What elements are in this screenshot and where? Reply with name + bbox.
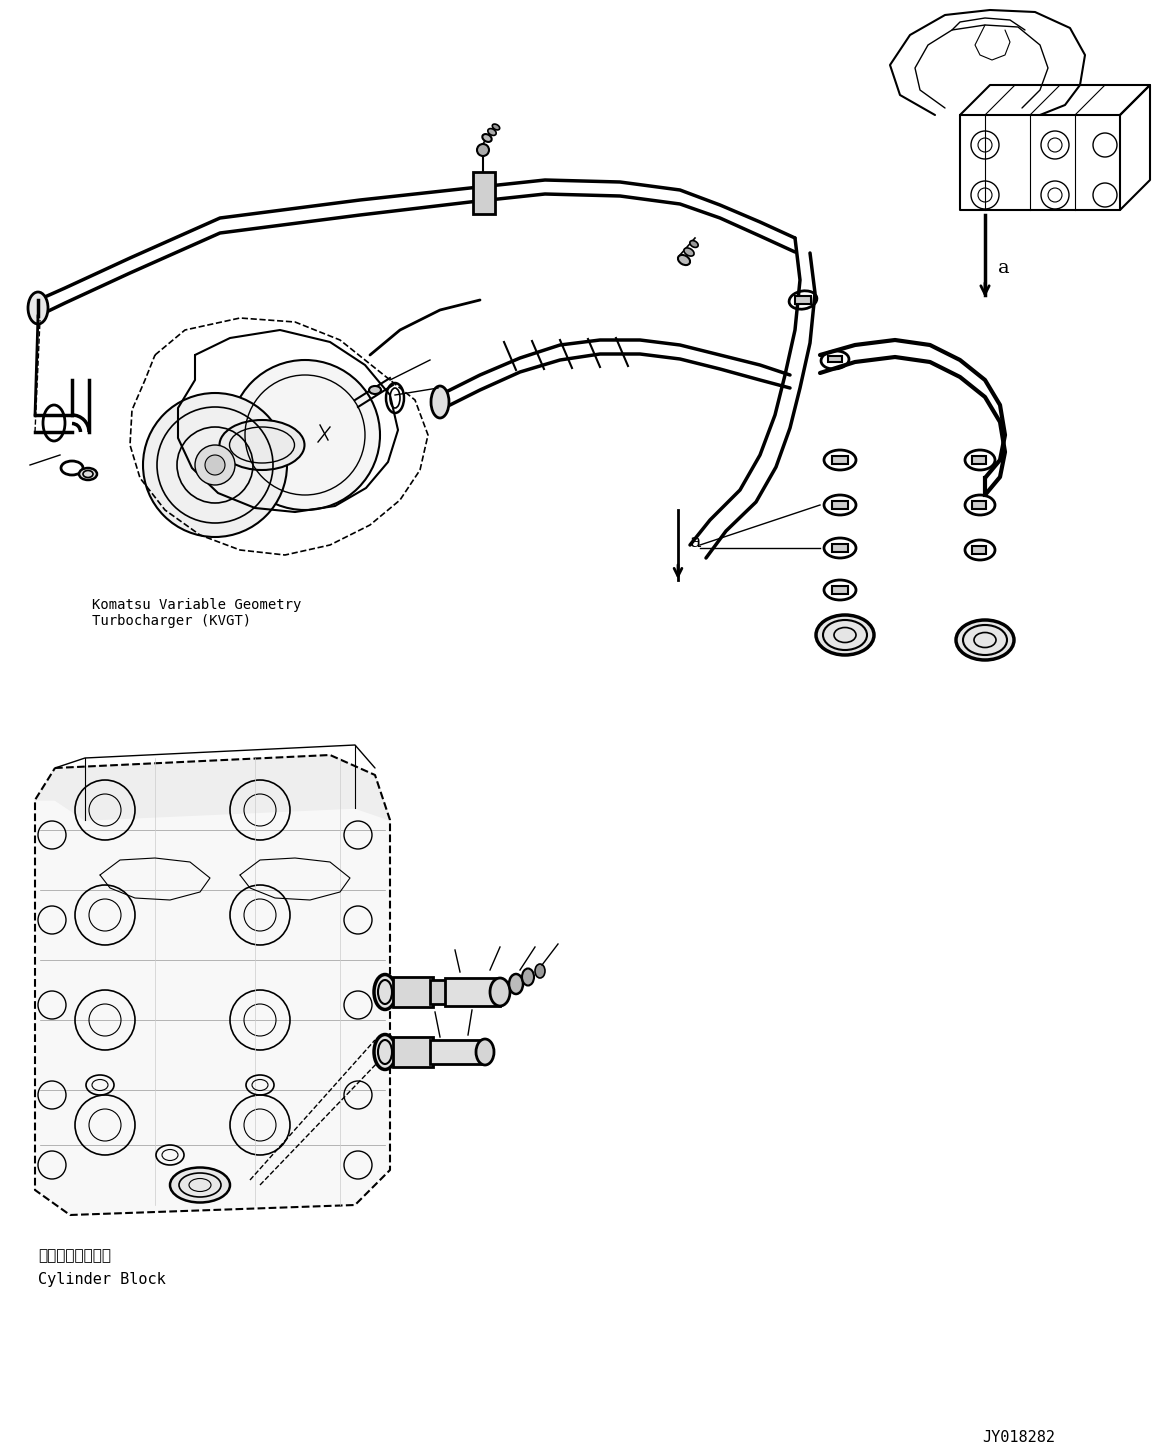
Ellipse shape — [690, 240, 698, 247]
Bar — [972, 546, 986, 553]
Text: Komatsu Variable Geometry
Turbocharger (KVGT): Komatsu Variable Geometry Turbocharger (… — [92, 598, 301, 629]
Ellipse shape — [28, 292, 48, 324]
Bar — [832, 457, 848, 464]
Ellipse shape — [684, 249, 694, 256]
Bar — [430, 980, 448, 1004]
Circle shape — [195, 445, 235, 486]
Ellipse shape — [678, 254, 690, 264]
Bar — [832, 501, 848, 509]
Ellipse shape — [492, 124, 500, 130]
Ellipse shape — [431, 386, 449, 418]
Ellipse shape — [483, 134, 492, 142]
Circle shape — [143, 393, 287, 538]
Bar — [972, 501, 986, 509]
Ellipse shape — [374, 1035, 395, 1069]
Bar — [430, 1040, 485, 1064]
Ellipse shape — [490, 978, 511, 1006]
Ellipse shape — [487, 129, 497, 136]
Circle shape — [477, 144, 488, 156]
Text: JY018282: JY018282 — [982, 1431, 1055, 1445]
Ellipse shape — [79, 468, 97, 480]
Bar — [445, 978, 500, 1006]
Ellipse shape — [220, 420, 305, 470]
Ellipse shape — [476, 1039, 494, 1065]
Text: a: a — [690, 533, 701, 551]
Polygon shape — [35, 754, 390, 819]
Text: シリンダブロック: シリンダブロック — [38, 1248, 110, 1263]
Polygon shape — [35, 754, 390, 1215]
Text: a: a — [998, 259, 1009, 277]
Text: Cylinder Block: Cylinder Block — [38, 1272, 166, 1287]
Ellipse shape — [369, 386, 381, 394]
Bar — [972, 457, 986, 464]
Circle shape — [205, 455, 224, 475]
Ellipse shape — [509, 974, 523, 994]
Circle shape — [230, 360, 380, 510]
Bar — [473, 172, 495, 214]
Ellipse shape — [374, 974, 395, 1010]
Bar — [832, 543, 848, 552]
Ellipse shape — [956, 620, 1014, 660]
Ellipse shape — [170, 1168, 230, 1202]
Ellipse shape — [816, 616, 875, 655]
Bar — [795, 296, 811, 303]
Ellipse shape — [522, 968, 534, 985]
Bar — [393, 1038, 433, 1066]
Bar — [393, 977, 433, 1007]
Ellipse shape — [535, 964, 545, 978]
Bar — [832, 587, 848, 594]
Bar — [828, 355, 842, 363]
